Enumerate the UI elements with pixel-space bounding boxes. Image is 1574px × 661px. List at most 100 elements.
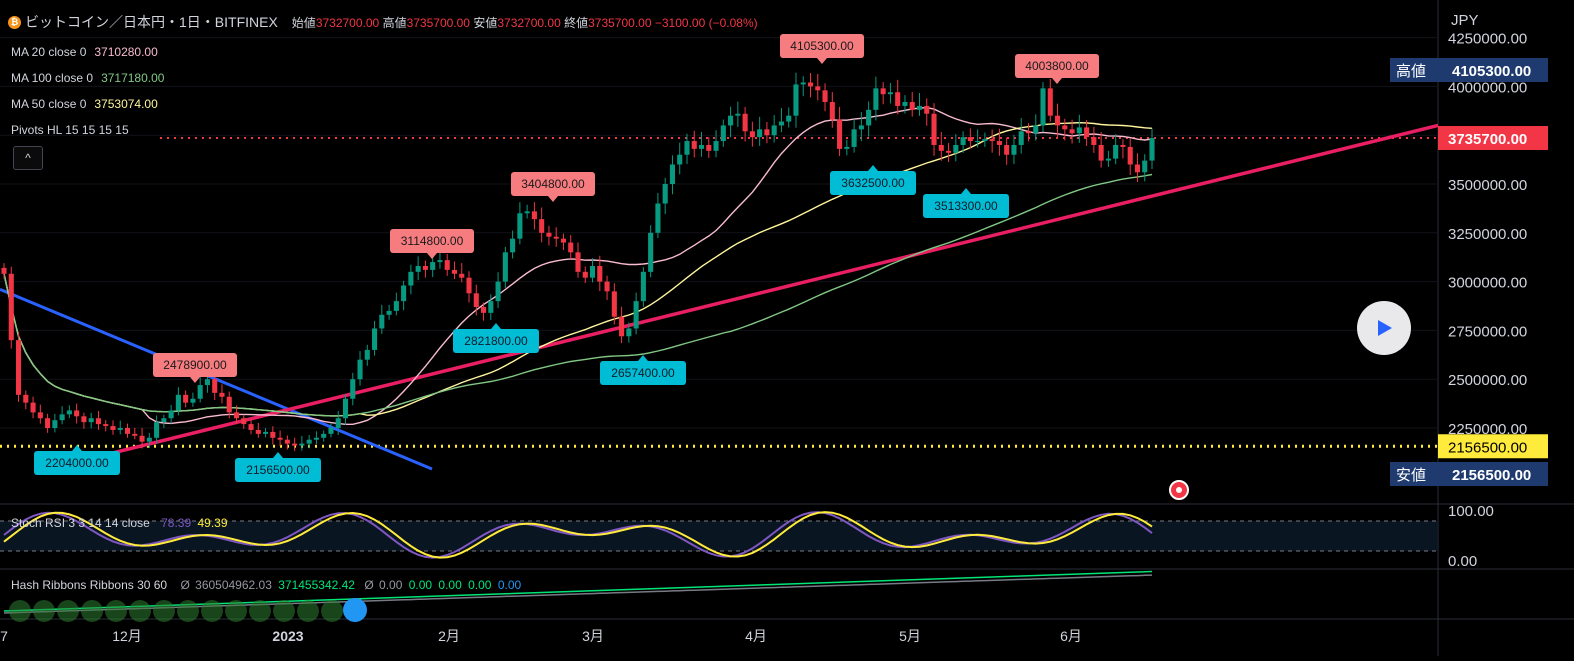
candle-body[interactable] bbox=[837, 119, 843, 149]
candle-body[interactable] bbox=[967, 137, 973, 142]
candle-body[interactable] bbox=[1033, 125, 1039, 134]
candle-body[interactable] bbox=[1004, 144, 1010, 155]
candle-body[interactable] bbox=[996, 141, 1002, 145]
candle-body[interactable] bbox=[502, 252, 508, 282]
candle-body[interactable] bbox=[1105, 158, 1111, 161]
candle-body[interactable] bbox=[270, 431, 276, 438]
candle-body[interactable] bbox=[786, 115, 792, 122]
candle-body[interactable] bbox=[117, 428, 123, 430]
candle-body[interactable] bbox=[793, 84, 799, 116]
candle-body[interactable] bbox=[422, 265, 428, 270]
candle-body[interactable] bbox=[655, 203, 661, 233]
candle-body[interactable] bbox=[342, 398, 349, 419]
candle-body[interactable] bbox=[778, 121, 784, 126]
candle-body[interactable] bbox=[640, 271, 646, 302]
candle-body[interactable] bbox=[517, 213, 523, 239]
candle-body[interactable] bbox=[887, 92, 893, 95]
candle-body[interactable] bbox=[154, 422, 160, 438]
candle-body[interactable] bbox=[430, 262, 436, 270]
candle-body[interactable] bbox=[451, 269, 458, 274]
candle-body[interactable] bbox=[539, 219, 545, 233]
candle-body[interactable] bbox=[902, 102, 908, 106]
candle-body[interactable] bbox=[45, 418, 51, 428]
candle-body[interactable] bbox=[989, 139, 995, 142]
candle-body[interactable] bbox=[931, 113, 937, 145]
candle-body[interactable] bbox=[844, 146, 850, 149]
candle-body[interactable] bbox=[866, 109, 872, 126]
candle-body[interactable] bbox=[88, 418, 94, 423]
candle-body[interactable] bbox=[582, 271, 588, 278]
candle-body[interactable] bbox=[1149, 137, 1155, 161]
candle-body[interactable] bbox=[139, 435, 145, 442]
candle-body[interactable] bbox=[437, 260, 443, 263]
hash-buy-signal-icon[interactable] bbox=[343, 598, 367, 622]
candle-body[interactable] bbox=[495, 281, 501, 302]
candle-body[interactable] bbox=[1062, 125, 1068, 130]
candle-body[interactable] bbox=[1142, 160, 1148, 173]
candle-body[interactable] bbox=[895, 92, 901, 106]
candle-body[interactable] bbox=[52, 420, 58, 428]
candle-body[interactable] bbox=[74, 410, 80, 417]
candle-body[interactable] bbox=[822, 90, 828, 103]
candle-body[interactable] bbox=[1011, 144, 1017, 155]
candle-body[interactable] bbox=[684, 141, 690, 155]
candle-body[interactable] bbox=[372, 328, 378, 350]
indicator-ma100[interactable]: MA 100 close 0 3717180.00 bbox=[11, 71, 164, 85]
candle-body[interactable] bbox=[597, 265, 603, 282]
candle-body[interactable] bbox=[248, 424, 254, 430]
candle-body[interactable] bbox=[815, 86, 821, 91]
candle-body[interactable] bbox=[771, 125, 777, 136]
candle-body[interactable] bbox=[401, 285, 407, 302]
candle-body[interactable] bbox=[284, 439, 290, 444]
candle-body[interactable] bbox=[735, 113, 741, 116]
last-price-tag[interactable] bbox=[1438, 125, 1548, 150]
collapse-legend-button[interactable]: ^ bbox=[13, 146, 43, 170]
candle-body[interactable] bbox=[1025, 131, 1032, 134]
candle-body[interactable] bbox=[255, 429, 261, 434]
candle-body[interactable] bbox=[415, 265, 421, 272]
candle-body[interactable] bbox=[953, 144, 959, 153]
candle-body[interactable] bbox=[858, 125, 864, 130]
support-tag[interactable] bbox=[1438, 434, 1548, 459]
candle-body[interactable] bbox=[444, 260, 450, 270]
candle-body[interactable] bbox=[546, 232, 552, 237]
candle-body[interactable] bbox=[212, 379, 218, 393]
candle-body[interactable] bbox=[1098, 144, 1104, 161]
candle-body[interactable] bbox=[1091, 137, 1097, 145]
candle-body[interactable] bbox=[146, 437, 152, 442]
candle-body[interactable] bbox=[946, 150, 952, 153]
symbol-title[interactable]: ビットコイン／日本円・1日・BITFINEX bbox=[25, 14, 278, 30]
candle-body[interactable] bbox=[306, 439, 312, 444]
candle-body[interactable] bbox=[481, 306, 487, 313]
candle-body[interactable] bbox=[749, 131, 755, 138]
candle-body[interactable] bbox=[1047, 88, 1053, 116]
candle-body[interactable] bbox=[757, 129, 763, 138]
candle-body[interactable] bbox=[313, 437, 319, 440]
candle-body[interactable] bbox=[59, 414, 65, 421]
candle-body[interactable] bbox=[916, 105, 923, 110]
candle-body[interactable] bbox=[393, 301, 399, 311]
candle-body[interactable] bbox=[37, 412, 43, 419]
candle-body[interactable] bbox=[1084, 127, 1090, 138]
high-tag[interactable] bbox=[1390, 58, 1548, 82]
candle-body[interactable] bbox=[742, 113, 748, 132]
play-button[interactable] bbox=[1357, 301, 1411, 355]
candle-body[interactable] bbox=[807, 82, 814, 87]
candle-body[interactable] bbox=[648, 232, 654, 272]
candle-body[interactable] bbox=[241, 418, 247, 425]
candle-body[interactable] bbox=[175, 394, 181, 411]
candle-body[interactable] bbox=[263, 431, 269, 434]
candle-body[interactable] bbox=[15, 340, 22, 395]
candle-body[interactable] bbox=[277, 437, 283, 440]
candle-body[interactable] bbox=[611, 291, 617, 317]
candle-body[interactable] bbox=[728, 115, 734, 126]
candle-body[interactable] bbox=[626, 328, 632, 337]
candle-body[interactable] bbox=[575, 252, 581, 272]
candle-body[interactable] bbox=[720, 125, 726, 142]
candle-body[interactable] bbox=[975, 141, 981, 143]
candle-body[interactable] bbox=[110, 426, 116, 430]
candle-body[interactable] bbox=[662, 184, 668, 204]
candle-body[interactable] bbox=[706, 144, 712, 151]
candle-body[interactable] bbox=[335, 418, 341, 428]
